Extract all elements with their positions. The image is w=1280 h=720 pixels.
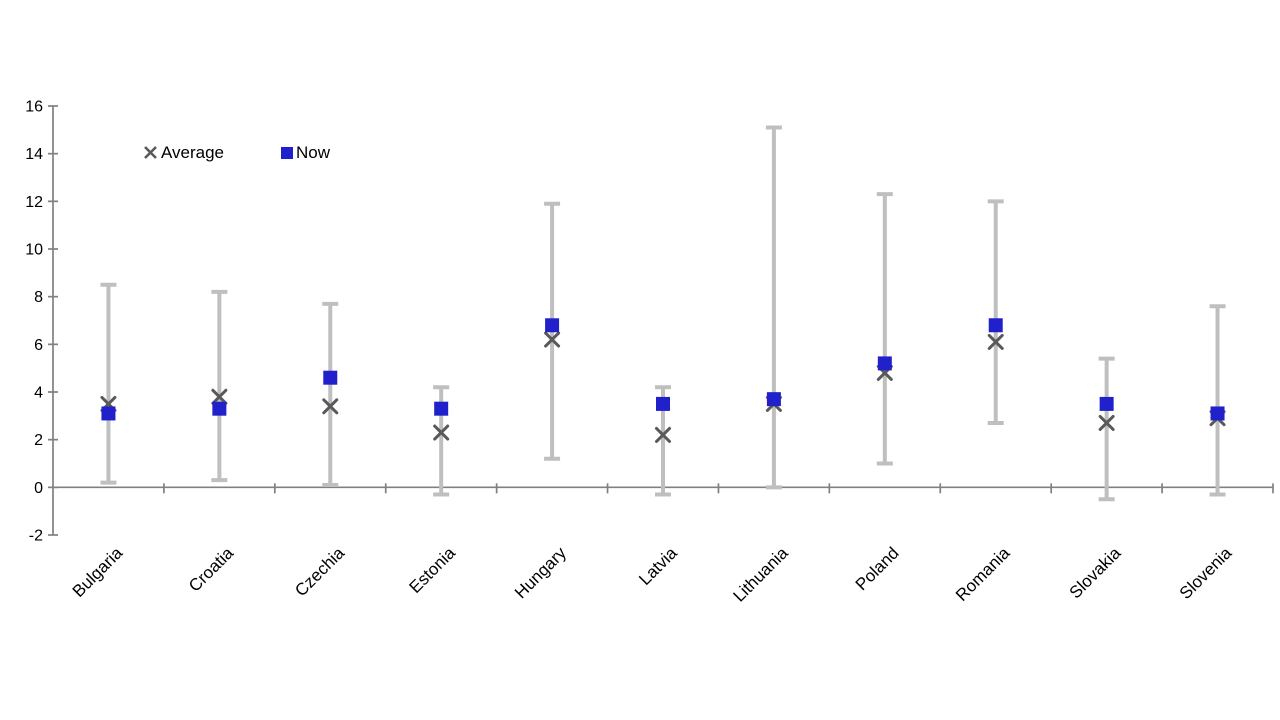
average-marker-czechia: [322, 398, 339, 415]
now-marker-slovenia: [1210, 406, 1225, 421]
y-tick-label-2: 2: [34, 432, 43, 449]
category-label-poland: Poland: [852, 543, 903, 594]
y-tick-label-14: 14: [25, 146, 43, 163]
now-marker-czechia: [323, 370, 338, 385]
average-marker-romania: [987, 333, 1004, 350]
average-marker-croatia: [211, 388, 228, 405]
category-label-romania: Romania: [952, 543, 1014, 605]
square-marker-icon: [281, 146, 294, 159]
y-tick-label--2: -2: [29, 528, 43, 545]
category-label-czechia: Czechia: [291, 543, 348, 600]
now-marker-bulgaria: [101, 406, 116, 421]
x-marker-icon: [144, 146, 157, 159]
legend-label-average: Average: [161, 143, 225, 162]
y-tick-label-8: 8: [34, 289, 43, 306]
y-tick-label-0: 0: [34, 480, 43, 497]
category-label-latvia: Latvia: [635, 543, 681, 589]
average-marker-estonia: [433, 424, 450, 441]
category-label-slovakia: Slovakia: [1066, 543, 1125, 602]
legend-label-now: Now: [296, 143, 331, 162]
now-marker-poland: [877, 356, 892, 371]
category-label-estonia: Estonia: [405, 543, 459, 597]
average-marker-slovakia: [1098, 414, 1115, 431]
y-tick-label-12: 12: [25, 194, 43, 211]
now-marker-estonia: [434, 401, 449, 416]
now-marker-hungary: [545, 318, 560, 333]
now-marker-slovakia: [1099, 396, 1114, 411]
y-tick-label-16: 16: [25, 99, 43, 116]
y-tick-label-10: 10: [25, 242, 43, 259]
now-marker-lithuania: [766, 392, 781, 407]
y-tick-label-6: 6: [34, 337, 43, 354]
category-label-hungary: Hungary: [511, 543, 570, 602]
legend-item-average: Average: [143, 144, 224, 161]
average-marker-hungary: [544, 331, 561, 348]
legend-item-now: Now: [281, 144, 330, 161]
now-marker-croatia: [212, 401, 227, 416]
now-marker-latvia: [656, 396, 670, 411]
category-label-slovenia: Slovenia: [1176, 543, 1236, 603]
y-tick-label-4: 4: [34, 385, 43, 402]
average-marker-latvia: [655, 426, 671, 443]
category-label-bulgaria: Bulgaria: [69, 543, 127, 601]
chart-legend: Average Now: [143, 144, 330, 161]
category-label-lithuania: Lithuania: [730, 543, 793, 606]
category-label-croatia: Croatia: [185, 543, 238, 596]
now-marker-romania: [988, 318, 1003, 333]
